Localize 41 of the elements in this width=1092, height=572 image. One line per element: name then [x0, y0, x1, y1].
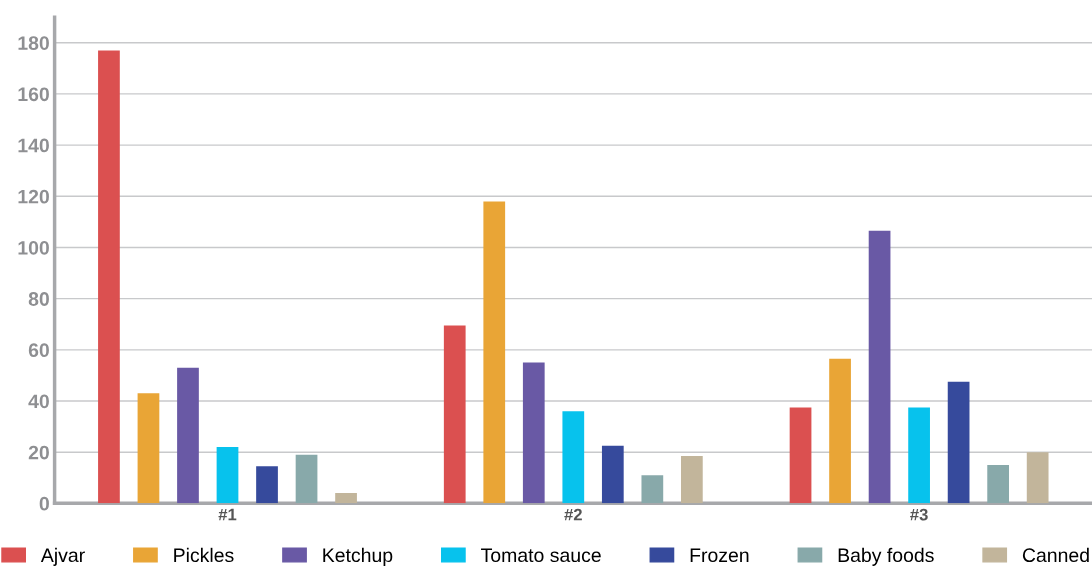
- bar: [829, 358, 851, 504]
- bar: [789, 407, 812, 504]
- y-tick-label: 100: [18, 240, 49, 255]
- bar: [908, 407, 930, 504]
- y-tick-label: 140: [18, 138, 49, 153]
- legend-label: Canned: [1022, 547, 1089, 563]
- bar: [256, 466, 278, 504]
- bar: [98, 50, 120, 504]
- bar: [483, 201, 506, 504]
- bar: [295, 454, 318, 504]
- x-tick-label: #1: [218, 508, 237, 521]
- bar: [680, 456, 703, 504]
- x-tick-label: #2: [564, 508, 582, 521]
- bar: [216, 447, 239, 504]
- bar: [335, 493, 357, 504]
- bar: [137, 393, 160, 504]
- bar: [522, 362, 545, 504]
- legend-label: Frozen: [690, 548, 749, 563]
- legend-label: Ketchup: [323, 547, 393, 566]
- bar: [177, 367, 199, 504]
- y-tick-label: 120: [18, 189, 49, 204]
- x-tick-label: #3: [910, 508, 928, 521]
- legend-label: Tomato sauce: [481, 548, 601, 563]
- bar: [443, 325, 466, 504]
- y-tick-label: 160: [18, 87, 49, 102]
- bar: [562, 411, 585, 504]
- legend-label: Ajvar: [40, 547, 85, 566]
- bar: [868, 230, 891, 504]
- y-tick-label: 40: [28, 394, 49, 409]
- bar: [947, 381, 970, 504]
- y-tick-label: 60: [28, 343, 49, 358]
- y-tick-label: 80: [28, 292, 49, 306]
- bar: [987, 464, 1010, 504]
- legend-label: Baby foods: [838, 547, 934, 566]
- y-tick-label: 20: [28, 445, 49, 460]
- legend-label: Pickles: [174, 547, 234, 563]
- y-tick-label: 0: [39, 496, 49, 511]
- bar: [601, 445, 624, 504]
- bar: [641, 475, 664, 504]
- y-tick-label: 180: [18, 36, 49, 50]
- bar: [1026, 452, 1049, 504]
